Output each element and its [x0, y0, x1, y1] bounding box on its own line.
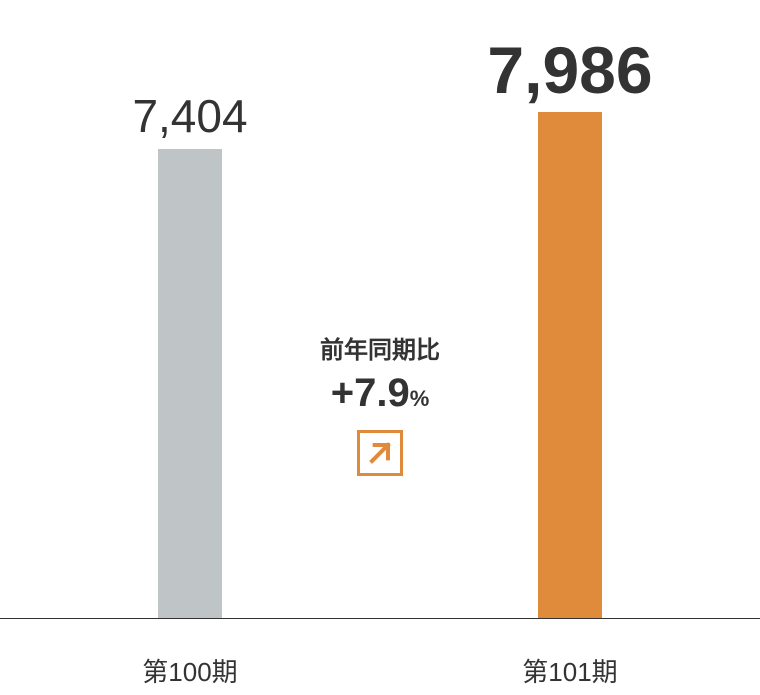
x-axis-label: 第101期 — [420, 652, 720, 689]
comparison-value: +7.9% — [260, 371, 500, 416]
bar-value-label: 7,404 — [40, 89, 340, 143]
comparison-block: 前年同期比 +7.9% — [260, 330, 500, 476]
x-axis-line — [0, 618, 760, 619]
comparison-value-number: +7.9 — [331, 371, 410, 415]
arrow-up-icon — [357, 430, 403, 476]
bar-0 — [158, 149, 222, 618]
comparison-title: 前年同期比 — [260, 330, 500, 365]
x-axis-label: 第100期 — [40, 652, 340, 689]
bar-1 — [538, 112, 602, 618]
comparison-value-suffix: % — [410, 386, 430, 411]
bar-value-label: 7,986 — [420, 32, 720, 108]
